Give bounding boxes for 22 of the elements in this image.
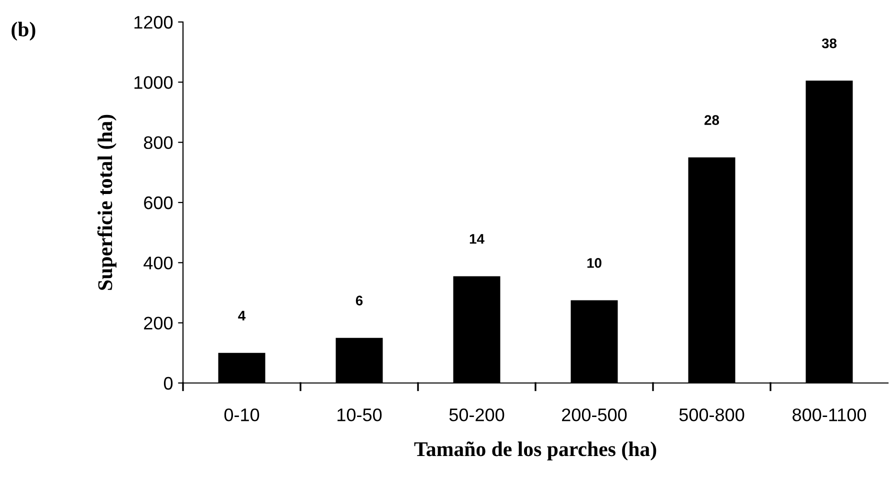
y-tick-label: 1200 (134, 16, 173, 29)
annotation: 28 (704, 115, 720, 125)
x-tick-label: 800-1100 (792, 408, 866, 422)
annotation: 38 (822, 38, 837, 48)
annotation: 6 (356, 296, 363, 306)
text: (b) (12, 22, 36, 41)
y-tick-label: 800 (144, 136, 173, 150)
x-tick-label: 0-10 (224, 408, 260, 422)
y-tick-label: 600 (144, 196, 173, 210)
y-tick-label: 200 (144, 316, 173, 330)
x-tick-label: 10-50 (338, 408, 382, 422)
x-axis-title: Tamaño de los parches (ha) (414, 442, 656, 460)
annotation: 14 (470, 234, 484, 244)
x-tick-label: 500-800 (679, 408, 744, 422)
annotation: 10 (587, 258, 602, 268)
y-axis-title: Superficie total (ha) (97, 114, 116, 290)
x-tick-label: 200-500 (562, 408, 627, 422)
y-tick-label: 400 (144, 256, 173, 270)
y-tick-label: 0 (164, 376, 173, 390)
y-tick-label: 1000 (134, 76, 173, 89)
annotation: 4 (238, 310, 246, 320)
x-tick-label: 50-200 (449, 408, 504, 422)
